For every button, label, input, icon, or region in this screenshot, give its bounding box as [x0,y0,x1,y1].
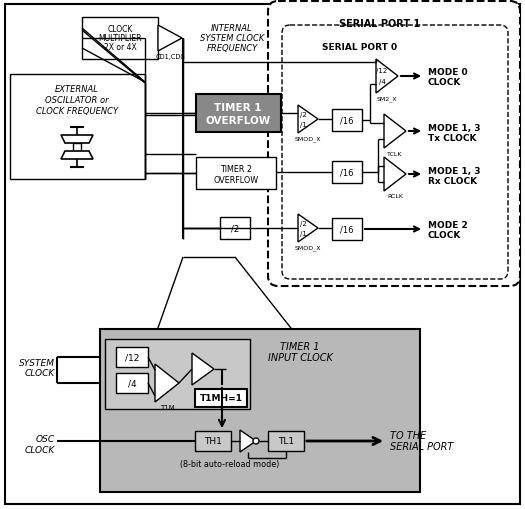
Text: TH1: TH1 [204,437,222,445]
Text: TIMER 1: TIMER 1 [280,342,320,351]
Polygon shape [61,136,93,144]
Text: OSCILLATOR or: OSCILLATOR or [45,95,109,104]
Bar [116,373,148,393]
Text: MODE 2: MODE 2 [428,220,468,229]
Text: TIMER 2: TIMER 2 [220,164,252,173]
Text: SERIAL PORT: SERIAL PORT [390,441,454,451]
FancyBboxPatch shape [268,2,520,287]
Text: SMOD_X: SMOD_X [295,136,321,142]
Text: T1MH=1: T1MH=1 [200,394,243,403]
Polygon shape [158,26,182,52]
Text: CLOCK: CLOCK [25,369,55,378]
Polygon shape [155,364,179,402]
Text: /1: /1 [300,231,307,237]
Polygon shape [298,215,318,242]
Text: /16: /16 [340,168,354,177]
Text: /2: /2 [300,112,307,118]
Bar [100,329,420,492]
Text: SERIAL PORT 0: SERIAL PORT 0 [322,42,397,51]
Text: OSC: OSC [36,435,55,444]
Text: (8-bit auto-reload mode): (8-bit auto-reload mode) [180,460,280,469]
Text: MODE 1, 3: MODE 1, 3 [428,166,480,175]
Text: TCLK: TCLK [387,151,403,156]
Text: MODE 1, 3: MODE 1, 3 [428,123,480,132]
Bar [82,18,158,60]
Text: /4: /4 [128,379,136,388]
Text: CLOCK: CLOCK [428,77,461,87]
Text: OVERFLOW: OVERFLOW [205,116,270,126]
Text: FREQUENCY: FREQUENCY [206,43,258,52]
Text: EXTERNAL: EXTERNAL [55,84,99,93]
Text: CD1,CD0: CD1,CD0 [155,54,185,60]
Polygon shape [298,106,318,134]
Text: 2X or 4X: 2X or 4X [103,42,136,51]
Bar [196,158,276,190]
Text: /12: /12 [376,68,387,74]
Polygon shape [61,152,93,160]
Text: SERIAL PORT 1: SERIAL PORT 1 [339,19,421,29]
Text: INTERNAL: INTERNAL [211,23,253,33]
Text: /2: /2 [231,224,239,233]
Polygon shape [376,60,398,94]
Text: TIMER 1: TIMER 1 [214,103,262,113]
Polygon shape [384,115,406,149]
Bar [332,110,362,132]
Text: RCLK: RCLK [387,194,403,199]
Bar [10,75,145,180]
Text: /2: /2 [300,220,307,227]
Text: Tx CLOCK: Tx CLOCK [428,133,477,142]
Text: /12: /12 [125,353,139,362]
Bar [196,95,281,133]
FancyBboxPatch shape [282,26,508,279]
Bar [73,144,81,152]
Text: CLOCK: CLOCK [25,445,55,455]
Text: OVERFLOW: OVERFLOW [214,175,258,184]
Text: /1: /1 [300,122,307,128]
Bar [332,162,362,184]
Text: SYSTEM CLOCK: SYSTEM CLOCK [200,34,264,42]
Text: T1M: T1M [160,404,174,410]
Circle shape [253,438,259,444]
Text: CLOCK: CLOCK [428,230,461,239]
Text: CLOCK FREQUENCY: CLOCK FREQUENCY [36,106,118,115]
Text: /4: /4 [379,79,385,85]
Polygon shape [240,430,256,452]
Polygon shape [192,353,214,385]
Bar [220,217,250,240]
Bar [195,389,247,407]
Bar [105,340,250,409]
Text: MULTIPLIER: MULTIPLIER [98,34,142,42]
Bar [195,431,231,451]
Text: TO THE: TO THE [390,430,426,440]
Text: SYSTEM: SYSTEM [19,358,55,367]
Text: INPUT CLOCK: INPUT CLOCK [268,352,332,362]
Text: /16: /16 [340,116,354,125]
Text: Rx CLOCK: Rx CLOCK [428,176,477,185]
Text: CLOCK: CLOCK [107,24,133,34]
Text: SMOD_X: SMOD_X [295,245,321,250]
Bar [332,218,362,241]
Text: SM2_X: SM2_X [376,96,397,102]
Bar [116,347,148,367]
Polygon shape [384,158,406,191]
Bar [268,431,304,451]
Text: TL1: TL1 [278,437,294,445]
Text: /16: /16 [340,225,354,234]
Text: MODE 0: MODE 0 [428,67,468,76]
